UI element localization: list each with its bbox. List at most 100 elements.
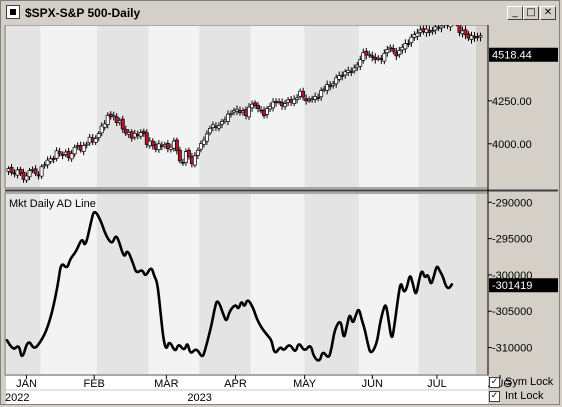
indicator-month-band — [6, 194, 41, 374]
candle — [334, 74, 339, 88]
int-lock-toggle[interactable]: ✓ Int Lock — [489, 390, 559, 404]
candle — [352, 64, 357, 74]
candle — [93, 135, 98, 146]
indicator-month-band — [250, 194, 305, 374]
candle — [295, 94, 300, 104]
candle — [331, 80, 336, 89]
candle — [391, 44, 396, 55]
candle — [120, 115, 125, 133]
candle — [69, 149, 74, 162]
price-last-value-box: 4518.44 — [489, 47, 558, 62]
candle — [18, 166, 23, 176]
year-label: 2022 — [5, 392, 29, 404]
candle — [349, 67, 354, 76]
year-label: 2023 — [187, 392, 211, 404]
sym-lock-checkbox[interactable]: ✓ — [489, 377, 500, 388]
candle — [198, 140, 203, 153]
candle — [307, 96, 312, 103]
minimize-button[interactable]: _ — [507, 6, 523, 20]
sym-lock-label: Sym Lock — [505, 376, 554, 388]
candle — [283, 99, 288, 110]
candle — [150, 138, 155, 150]
indicator-month-band — [40, 194, 98, 374]
candle — [39, 164, 44, 180]
int-lock-checkbox[interactable]: ✓ — [489, 391, 500, 402]
candle — [253, 100, 257, 109]
candle — [42, 161, 47, 169]
candle — [57, 147, 62, 157]
candle — [370, 51, 375, 62]
candle — [220, 118, 224, 129]
window-menu-icon[interactable] — [6, 5, 20, 19]
candle — [51, 155, 56, 164]
price-month-band — [418, 26, 476, 187]
candle — [358, 55, 363, 71]
candle — [27, 167, 32, 181]
candle — [382, 49, 387, 65]
candle — [177, 146, 182, 164]
candle — [24, 172, 29, 183]
candle — [33, 165, 38, 176]
candle — [325, 80, 330, 95]
candle — [9, 163, 14, 176]
candle — [250, 100, 254, 112]
price-month-band — [97, 26, 149, 187]
sym-lock-toggle[interactable]: ✓ Sym Lock — [489, 376, 559, 390]
ad-last-value: -301419 — [492, 280, 532, 292]
candle — [364, 47, 369, 60]
candle — [60, 151, 65, 160]
ad-tick-label: -305000 — [492, 306, 532, 318]
ad-last-value-box: -301419 — [489, 278, 558, 293]
month-label: MAY — [293, 378, 317, 390]
candle — [448, 25, 453, 32]
candle — [406, 39, 411, 48]
maximize-button[interactable]: □ — [523, 6, 539, 20]
candle — [409, 33, 414, 47]
ad-tick-label: -310000 — [492, 343, 532, 355]
candle — [319, 87, 324, 101]
candle — [123, 125, 128, 137]
candle — [337, 71, 342, 83]
candle — [45, 156, 50, 169]
ad-tick-label: -295000 — [492, 234, 532, 246]
candle — [72, 144, 77, 158]
month-label: JUL — [427, 378, 447, 390]
candle — [96, 131, 101, 142]
candle — [340, 71, 345, 81]
price-tick-label: 4250.00 — [492, 96, 532, 108]
window-title: $SPX-S&P 500-Daily — [25, 6, 141, 20]
candle — [174, 137, 179, 155]
candle — [102, 120, 107, 131]
candle — [292, 95, 297, 107]
candle — [229, 110, 233, 118]
ad-line-series — [5, 210, 454, 362]
candle — [361, 48, 366, 64]
candle — [388, 44, 393, 53]
candle — [301, 87, 306, 101]
candle — [343, 69, 348, 79]
candle — [81, 141, 86, 156]
candle — [443, 25, 445, 29]
month-label: MAR — [154, 378, 179, 390]
candle — [84, 141, 89, 149]
candle — [201, 136, 206, 148]
candle — [415, 28, 420, 41]
candle — [48, 155, 53, 164]
month-label: JAN — [16, 378, 37, 390]
candle — [111, 111, 116, 121]
candle — [54, 147, 59, 162]
month-label: FEB — [83, 378, 104, 390]
candle — [226, 110, 230, 126]
candle — [445, 25, 450, 29]
candle — [367, 50, 372, 58]
candle — [192, 152, 197, 168]
candle — [217, 122, 221, 132]
month-label: JUN — [362, 378, 383, 390]
title-bar[interactable]: $SPX-S&P 500-Daily _ □ ✕ — [2, 2, 558, 24]
price-last-value: 4518.44 — [492, 50, 532, 62]
candle — [265, 105, 270, 119]
close-button[interactable]: ✕ — [540, 6, 556, 20]
indicator-month-band — [97, 194, 149, 374]
